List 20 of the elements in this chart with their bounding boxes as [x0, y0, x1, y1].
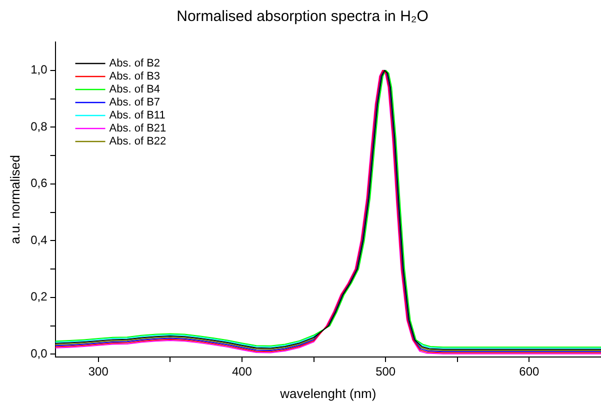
legend-label: Abs. of B7	[109, 96, 160, 109]
legend-label: Abs. of B2	[109, 58, 160, 70]
x-axis-title: wavelenght (nm)	[279, 386, 376, 401]
y-tick-label: 0,8	[30, 119, 48, 134]
y-tick-label: 1,0	[30, 62, 48, 77]
legend-label: Abs. of B3	[109, 70, 160, 83]
x-tick-label: 600	[519, 364, 540, 379]
legend-label: Abs. of B11	[109, 110, 166, 122]
legend-label: Abs. of B22	[109, 136, 166, 148]
x-tick-label: 400	[232, 364, 252, 379]
y-axis-title: a.u. normalised	[7, 155, 22, 244]
y-tick-label: 0,6	[30, 176, 48, 190]
y-tick-label: 0,2	[30, 290, 48, 304]
x-tick-label: 500	[376, 364, 396, 379]
y-tick-label: 0,0	[30, 346, 48, 360]
chart-title: Normalised absorption spectra in H₂O	[176, 8, 428, 26]
legend-label: Abs. of B4	[109, 84, 160, 96]
x-tick-label: 300	[88, 364, 109, 379]
legend-label: Abs. of B21	[109, 122, 166, 135]
y-tick-label: 0,4	[30, 232, 48, 247]
